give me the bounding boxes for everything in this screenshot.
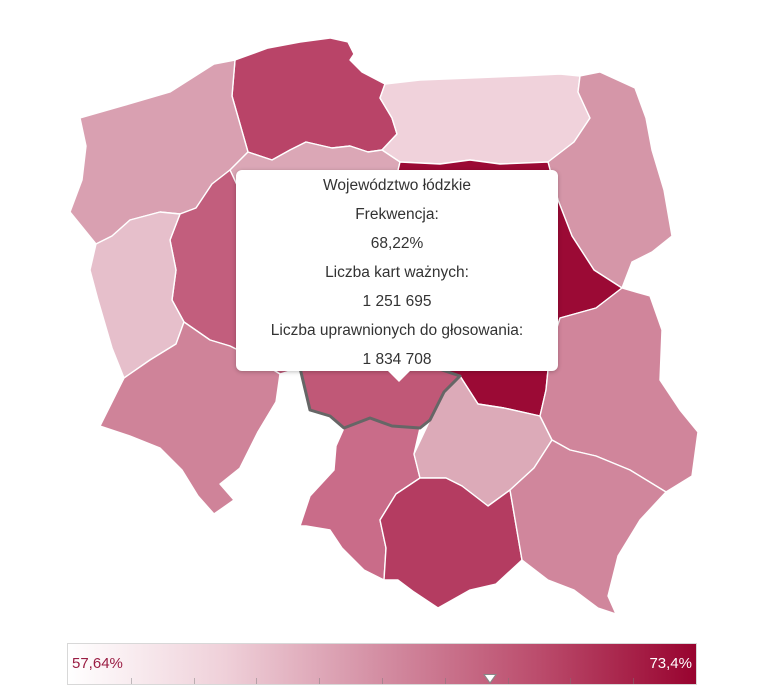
tooltip-turnout-label: Frekwencja: [355,206,439,223]
legend-max-label: 73,4% [649,655,692,672]
tooltip-turnout-value: 68,22% [370,235,424,252]
region-podkarpackie[interactable] [509,439,667,615]
legend-tick [633,678,634,684]
legend-min-label: 57,64% [72,655,123,672]
tooltip-eligible-label: Liczba uprawnionych do głosowania: [270,322,524,339]
legend-value-marker [483,674,497,684]
legend-tick [382,678,383,684]
legend-tick [131,678,132,684]
tooltip-valid-label: Liczba kart ważnych: [325,264,469,281]
legend-tick [194,678,195,684]
tooltip-region-name: Województwo łódzkie [323,177,471,194]
region-tooltip: Województwo łódzkie Frekwencja: 68,22% L… [236,170,558,382]
legend-tick [508,678,509,684]
legend-tick [445,678,446,684]
legend-tick [319,678,320,684]
color-scale-legend: 57,64% 73,4% [67,643,697,685]
tooltip-valid-value: 1 251 695 [362,293,432,310]
region-pomorskie[interactable] [231,37,398,161]
region-lubuskie[interactable] [89,211,185,379]
region-podlaskie[interactable] [547,71,673,289]
region-lubelskie[interactable] [539,287,699,493]
legend-tick [570,678,571,684]
legend-tick [256,678,257,684]
region-warminsko-mazurskie[interactable] [379,73,591,165]
tooltip-eligible-value: 1 834 708 [362,351,432,368]
tooltip-arrow [388,371,410,382]
region-malopolskie[interactable] [379,477,523,609]
